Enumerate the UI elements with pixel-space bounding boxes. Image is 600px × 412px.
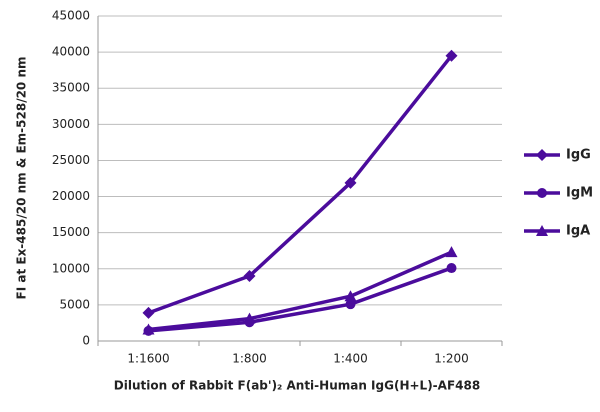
y-tick-label: 15000 [52, 225, 90, 239]
x-tick-label: 1:400 [333, 352, 368, 366]
y-tick-label: 45000 [52, 9, 90, 23]
y-tick-label: 5000 [59, 297, 90, 311]
y-tick-label: 30000 [52, 117, 90, 131]
legend-label: IgM [566, 186, 593, 201]
marker [344, 176, 357, 189]
y-tick-label: 20000 [52, 189, 90, 203]
marker [243, 270, 256, 282]
marker [445, 49, 458, 62]
y-tick-label: 40000 [52, 45, 90, 59]
series-line [148, 266, 453, 333]
legend-label: IgG [566, 148, 591, 163]
y-tick-label: 25000 [52, 153, 90, 167]
y-tick-label: 10000 [52, 261, 90, 275]
marker [537, 188, 547, 198]
y-axis-title: FI at Ex-485/20 nm & Em-528/20 nm [15, 57, 29, 300]
marker [142, 323, 155, 335]
series-line [148, 250, 453, 332]
y-tick-label: 35000 [52, 81, 90, 95]
legend-label: IgA [566, 224, 590, 239]
x-tick-label: 1:200 [434, 352, 469, 366]
x-axis-title: Dilution of Rabbit F(ab')₂ Anti-Human Ig… [114, 379, 480, 393]
marker [446, 263, 457, 274]
marker [142, 306, 155, 319]
marker [345, 299, 356, 310]
x-tick-label: 1:800 [232, 352, 267, 366]
x-tick-label: 1:1600 [127, 352, 169, 366]
marker [243, 312, 256, 324]
marker [344, 290, 357, 302]
marker [445, 246, 458, 258]
marker [536, 149, 548, 161]
series-line [147, 54, 453, 315]
marker [536, 225, 548, 236]
y-tick-label: 0 [82, 334, 90, 348]
